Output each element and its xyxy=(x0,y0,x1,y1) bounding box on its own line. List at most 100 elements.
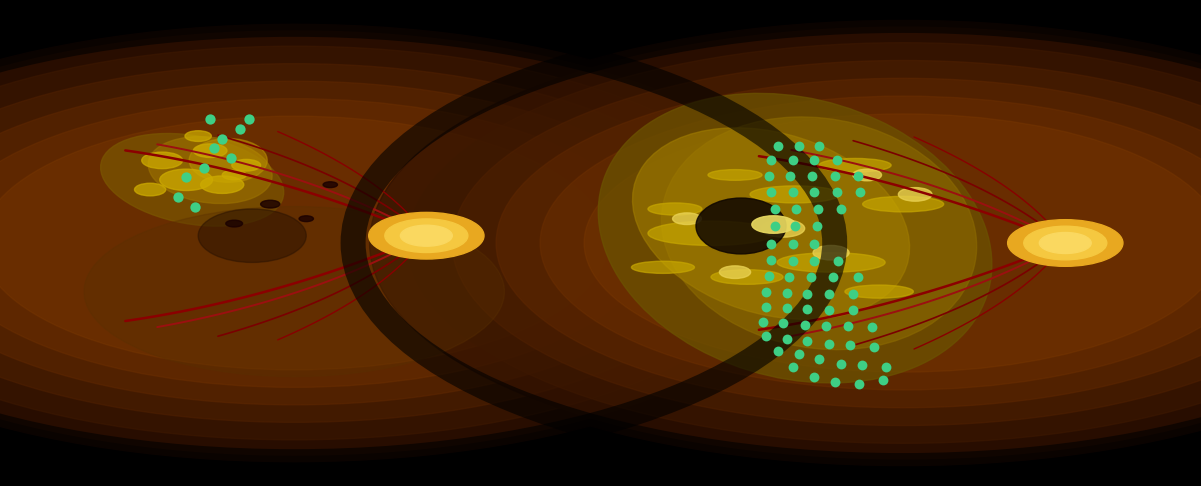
Point xyxy=(777,289,796,296)
Circle shape xyxy=(193,144,227,157)
Ellipse shape xyxy=(862,196,944,212)
Point xyxy=(201,115,220,123)
Point xyxy=(809,142,829,150)
Circle shape xyxy=(584,114,1201,372)
Ellipse shape xyxy=(148,137,273,204)
Point xyxy=(773,319,793,327)
Ellipse shape xyxy=(632,261,694,273)
Point xyxy=(765,205,784,213)
Circle shape xyxy=(160,169,213,191)
Ellipse shape xyxy=(649,203,703,215)
Circle shape xyxy=(299,216,313,222)
Point xyxy=(239,115,258,123)
Point xyxy=(185,203,204,210)
Point xyxy=(753,318,772,326)
Point xyxy=(819,290,838,297)
Point xyxy=(877,363,896,371)
Point xyxy=(819,340,838,348)
Point xyxy=(789,350,808,358)
Point xyxy=(231,125,250,133)
Point xyxy=(805,241,824,248)
Circle shape xyxy=(232,159,261,171)
Point xyxy=(783,363,802,371)
Point xyxy=(769,347,788,355)
Circle shape xyxy=(135,183,166,196)
Point xyxy=(785,222,805,230)
Circle shape xyxy=(185,131,211,141)
Circle shape xyxy=(222,170,246,180)
Ellipse shape xyxy=(84,207,504,377)
Point xyxy=(204,144,223,152)
Point xyxy=(831,360,850,367)
Point xyxy=(848,172,867,180)
Point xyxy=(761,156,781,164)
Point xyxy=(805,257,824,265)
Circle shape xyxy=(0,81,694,405)
Ellipse shape xyxy=(101,134,283,226)
Ellipse shape xyxy=(844,285,914,298)
Ellipse shape xyxy=(707,170,761,180)
Point xyxy=(797,305,817,313)
Point xyxy=(829,257,848,265)
Point xyxy=(783,188,802,196)
Point xyxy=(797,290,817,297)
Point xyxy=(769,142,788,150)
Ellipse shape xyxy=(598,93,992,383)
Point xyxy=(783,156,802,164)
Ellipse shape xyxy=(649,221,773,245)
Circle shape xyxy=(201,176,244,193)
Point xyxy=(783,241,802,248)
Circle shape xyxy=(384,219,468,253)
Ellipse shape xyxy=(633,128,909,319)
Point xyxy=(783,257,802,265)
Circle shape xyxy=(452,60,1201,426)
Point xyxy=(862,323,882,330)
Point xyxy=(765,222,784,230)
Ellipse shape xyxy=(198,209,306,262)
Point xyxy=(850,188,870,196)
Circle shape xyxy=(369,212,484,259)
Circle shape xyxy=(761,220,805,237)
Point xyxy=(805,156,824,164)
Circle shape xyxy=(898,188,932,201)
Point xyxy=(221,154,240,162)
Point xyxy=(817,322,836,330)
Circle shape xyxy=(0,31,819,455)
Point xyxy=(781,172,800,180)
Point xyxy=(177,174,196,181)
Point xyxy=(853,362,872,369)
Circle shape xyxy=(400,225,453,246)
Circle shape xyxy=(0,64,737,422)
Circle shape xyxy=(370,27,1201,459)
Circle shape xyxy=(0,99,651,387)
Point xyxy=(777,304,796,312)
Point xyxy=(807,222,826,230)
Point xyxy=(838,322,858,330)
Point xyxy=(825,378,844,385)
Point xyxy=(761,240,781,248)
Point xyxy=(848,273,867,281)
Point xyxy=(779,273,799,281)
Circle shape xyxy=(496,78,1201,408)
Circle shape xyxy=(673,213,701,225)
Point xyxy=(787,205,806,213)
Point xyxy=(865,344,884,351)
Point xyxy=(795,321,814,329)
Ellipse shape xyxy=(749,186,841,203)
Point xyxy=(843,290,862,297)
Circle shape xyxy=(719,266,751,278)
Point xyxy=(777,335,796,343)
Ellipse shape xyxy=(662,117,976,349)
Circle shape xyxy=(1008,220,1123,266)
Circle shape xyxy=(0,24,835,462)
Point xyxy=(809,355,829,363)
Point xyxy=(831,205,850,213)
Point xyxy=(195,164,214,172)
Ellipse shape xyxy=(711,270,783,284)
Point xyxy=(761,188,781,196)
Ellipse shape xyxy=(695,198,785,254)
Point xyxy=(841,341,860,349)
Circle shape xyxy=(1039,232,1092,254)
Point xyxy=(759,272,778,280)
Ellipse shape xyxy=(190,139,267,182)
